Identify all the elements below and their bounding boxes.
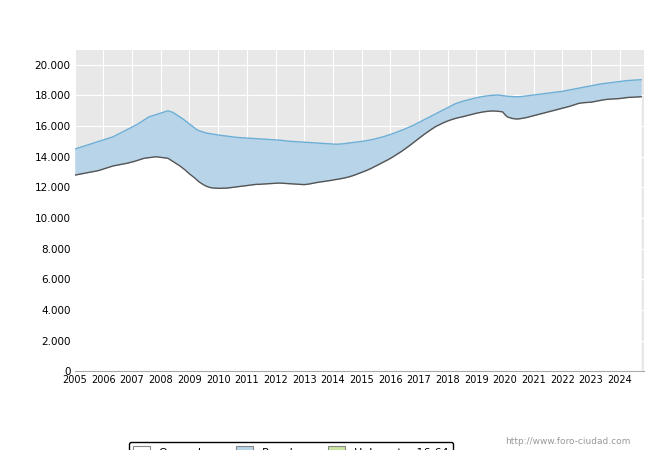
Text: O Porriño - Evolucion de la poblacion en edad de Trabajar Septiembre de 2024: O Porriño - Evolucion de la poblacion en… — [64, 17, 586, 30]
Legend: Ocupados, Parados, Hab. entre 16-64: Ocupados, Parados, Hab. entre 16-64 — [129, 442, 453, 450]
Text: http://www.foro-ciudad.com: http://www.foro-ciudad.com — [505, 436, 630, 446]
